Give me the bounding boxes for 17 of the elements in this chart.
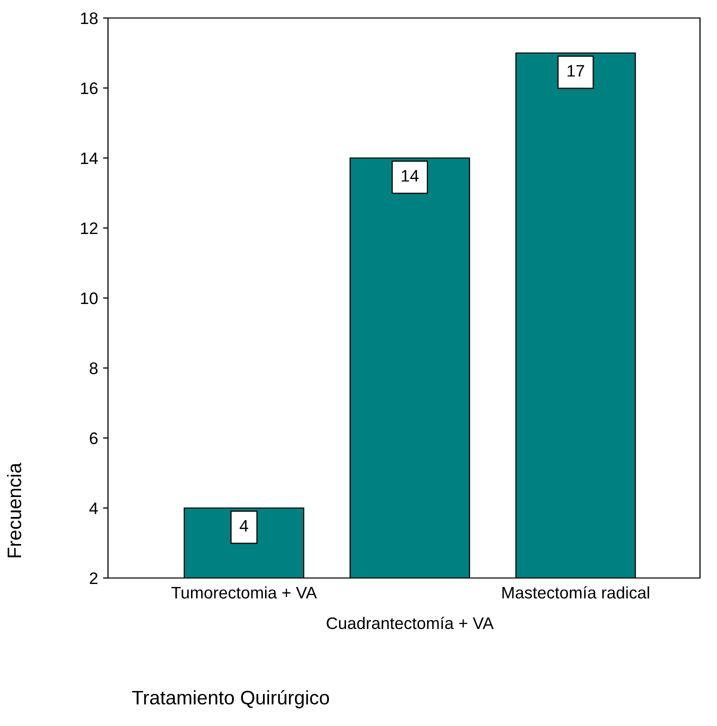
y-axis-title: Frecuencia — [6, 462, 22, 558]
x-tick-label: Tumorectomia + VA — [171, 586, 317, 599]
y-tick-label: 4 — [89, 502, 98, 514]
y-tick-label: 10 — [81, 292, 98, 304]
y-tick-label: 2 — [90, 572, 98, 584]
y-tick-label: 6 — [90, 432, 98, 444]
data-label: 4 — [240, 520, 248, 532]
y-tick-label: 14 — [81, 152, 98, 164]
x-tick-label: Mastectomía radical — [502, 586, 650, 599]
y-tick-label: 12 — [81, 222, 98, 234]
y-tick-label: 8 — [90, 362, 98, 374]
x-tick-label: Cuadrantectomía + VA — [326, 616, 494, 630]
data-label: 14 — [402, 170, 419, 182]
data-label: 17 — [568, 65, 584, 77]
y-tick-label: 16 — [81, 82, 98, 94]
x-axis-title: Tratamiento Quirúrgico — [132, 690, 329, 708]
y-tick-label: 18 — [81, 12, 98, 24]
